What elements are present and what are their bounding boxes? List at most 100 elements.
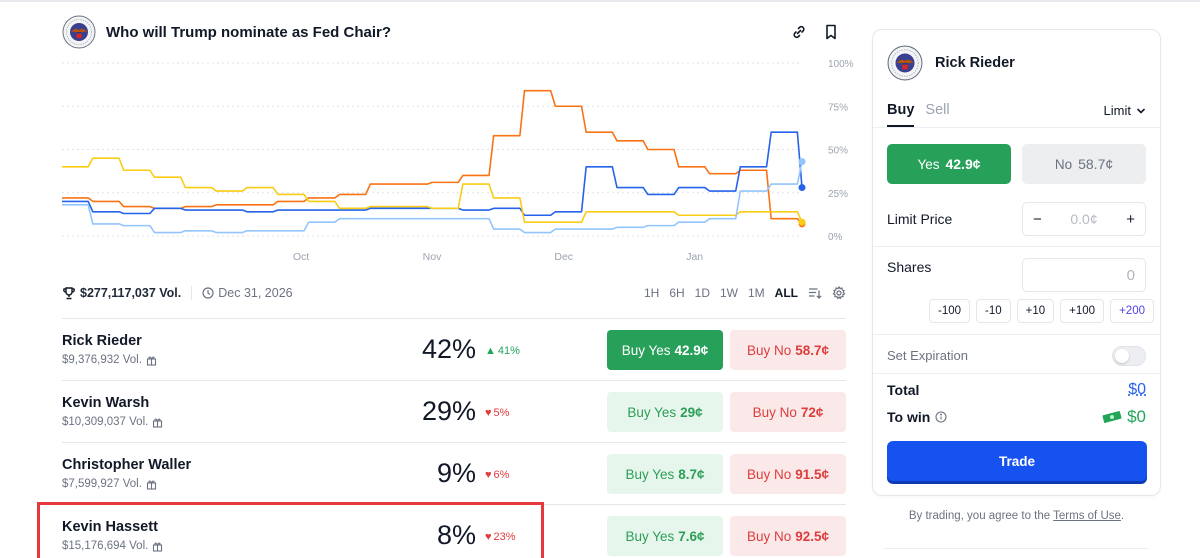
- range-1m[interactable]: 1M: [748, 286, 765, 300]
- outcomes-list: Rick Rieder $9,376,932 Vol. 42% ▲ 41% Bu…: [62, 318, 846, 558]
- buy-yes-button[interactable]: Buy Yes 8.7¢: [607, 454, 723, 494]
- buy-yes-price: 42.9¢: [674, 342, 709, 358]
- clock-icon: [202, 287, 214, 299]
- outcome-volume: $15,176,694 Vol.: [62, 540, 163, 552]
- buy-no-label: Buy No: [746, 528, 792, 544]
- price-history-chart-svg: 0% 25% 50% 75% 100% Oct Nov Dec Jan: [62, 59, 854, 263]
- shares-input[interactable]: [1022, 258, 1146, 292]
- triangle-up-icon: ▲: [485, 345, 496, 357]
- outcome-yes-button[interactable]: Yes 42.9¢: [887, 144, 1011, 184]
- total-label: Total: [887, 382, 920, 398]
- range-6h[interactable]: 6H: [669, 286, 685, 300]
- top-divider: [0, 0, 1200, 2]
- range-1w[interactable]: 1W: [720, 286, 738, 300]
- order-type-dropdown[interactable]: Limit: [1104, 103, 1146, 118]
- total-volume-text: $277,117,037 Vol.: [80, 286, 182, 300]
- buy-yes-label: Buy Yes: [621, 342, 671, 358]
- market-header: Who will Trump nominate as Fed Chair?: [62, 14, 846, 50]
- gift-icon: [153, 418, 163, 428]
- buy-yes-button[interactable]: Buy Yes 29¢: [607, 392, 723, 432]
- terms-suffix: .: [1120, 510, 1125, 522]
- chart-y-tick-label: 0%: [828, 232, 843, 243]
- buy-sell-tabs: Buy Sell: [887, 102, 950, 127]
- buy-yes-button[interactable]: Buy Yes 42.9¢: [607, 330, 723, 370]
- outcome-row-rick-rieder[interactable]: Rick Rieder $9,376,932 Vol. 42% ▲ 41% Bu…: [62, 318, 846, 380]
- info-icon[interactable]: [935, 411, 947, 423]
- chart-series-endpoint: [798, 158, 806, 166]
- total-volume: $277,117,037 Vol.: [62, 286, 181, 300]
- triangle-down-icon: ♥: [485, 531, 492, 543]
- copy-link-button[interactable]: [788, 21, 810, 43]
- buy-yes-button[interactable]: Buy Yes 7.6¢: [607, 516, 723, 556]
- buy-no-label: Buy No: [746, 466, 792, 482]
- outcome-probability: 29%: [421, 396, 476, 426]
- quick-share-buttons: -100 -10 +10 +100 +200: [929, 299, 1154, 323]
- terms-of-use-link[interactable]: Terms of Use: [1053, 510, 1121, 522]
- buy-no-button[interactable]: Buy No 92.5¢: [730, 516, 846, 556]
- outcome-change-text: 5%: [493, 407, 510, 419]
- outcome-probability: 8%: [436, 520, 476, 550]
- shares-minus-100-button[interactable]: -100: [929, 299, 971, 323]
- range-all[interactable]: ALL: [774, 286, 798, 300]
- outcome-name: Kevin Hassett: [62, 519, 158, 535]
- end-date-text: Dec 31, 2026: [218, 286, 293, 300]
- outcome-change: ▲ 41%: [485, 345, 520, 357]
- market-title: Who will Trump nominate as Fed Chair?: [106, 23, 392, 41]
- outcome-no-price: 58.7¢: [1078, 156, 1114, 172]
- filter-list-icon[interactable]: [808, 286, 822, 300]
- outcome-no-button[interactable]: No 58.7¢: [1022, 144, 1146, 184]
- outcome-row-kevin-hassett[interactable]: Kevin Hassett $15,176,694 Vol. 8% ♥ 23% …: [62, 504, 846, 558]
- terms-notice: By trading, you agree to the Terms of Us…: [872, 510, 1161, 522]
- buy-no-button[interactable]: Buy No 91.5¢: [730, 454, 846, 494]
- range-1h[interactable]: 1H: [643, 286, 660, 300]
- tab-sell[interactable]: Sell: [925, 102, 950, 118]
- shares-plus-200-button[interactable]: +200: [1110, 299, 1154, 323]
- outcome-row-kevin-warsh[interactable]: Kevin Warsh $10,309,037 Vol. 29% ♥ 5% Bu…: [62, 380, 846, 442]
- tab-buy[interactable]: Buy: [887, 102, 915, 127]
- chart-series-line: [62, 131, 803, 217]
- buy-no-button[interactable]: Buy No 72¢: [730, 392, 846, 432]
- total-value[interactable]: $0: [1128, 381, 1146, 398]
- outcome-probability: 42%: [421, 334, 476, 364]
- decrement-button[interactable]: −: [1033, 210, 1042, 228]
- to-win-label: To win: [887, 409, 931, 425]
- outcome-volume: $7,599,927 Vol.: [62, 478, 157, 490]
- order-panel-header: Rick Rieder: [887, 45, 1015, 81]
- buy-yes-price: 29¢: [680, 404, 703, 420]
- chart-y-tick-label: 100%: [828, 59, 854, 70]
- buy-no-price: 92.5¢: [795, 528, 830, 544]
- buy-yes-label: Buy Yes: [627, 404, 677, 420]
- increment-button[interactable]: +: [1126, 210, 1135, 228]
- outcome-volume-text: $7,599,927 Vol.: [62, 478, 142, 490]
- gift-icon: [146, 356, 156, 366]
- settings-gear-icon[interactable]: [832, 286, 846, 300]
- price-history-chart[interactable]: 0% 25% 50% 75% 100% Oct Nov Dec Jan: [56, 55, 856, 270]
- order-panel-candidate: Rick Rieder: [935, 55, 1015, 71]
- federal-reserve-seal-icon: [62, 15, 96, 49]
- chart-series-line: [62, 89, 803, 225]
- buy-no-price: 91.5¢: [795, 466, 830, 482]
- set-expiration-toggle[interactable]: [1112, 346, 1146, 366]
- trade-button[interactable]: Trade: [887, 441, 1147, 481]
- range-1d[interactable]: 1D: [694, 286, 710, 300]
- order-panel: Rick Rieder Buy Sell Limit Yes 42.9¢ No …: [872, 29, 1161, 496]
- outcome-volume-text: $15,176,694 Vol.: [62, 540, 149, 552]
- limit-price-stepper: − 0.0¢ +: [1022, 202, 1146, 236]
- chart-y-tick-label: 75%: [828, 102, 848, 113]
- shares-plus-100-button[interactable]: +100: [1060, 299, 1105, 323]
- bookmark-icon: [826, 24, 836, 40]
- chart-x-tick-label: Jan: [686, 251, 703, 263]
- limit-divider: [873, 246, 1160, 247]
- triangle-down-icon: ♥: [485, 469, 492, 481]
- buy-yes-price: 8.7¢: [678, 466, 705, 482]
- outcome-probability: 9%: [436, 458, 476, 488]
- bookmark-button[interactable]: [820, 21, 842, 43]
- limit-price-value[interactable]: 0.0¢: [1070, 211, 1098, 227]
- outcome-name: Kevin Warsh: [62, 395, 150, 411]
- buy-no-button[interactable]: Buy No 58.7¢: [730, 330, 846, 370]
- outcome-name: Christopher Waller: [62, 457, 192, 473]
- chart-y-tick-label: 25%: [828, 189, 848, 200]
- shares-minus-10-button[interactable]: -10: [976, 299, 1011, 323]
- shares-plus-10-button[interactable]: +10: [1016, 299, 1055, 323]
- outcome-row-christopher-waller[interactable]: Christopher Waller $7,599,927 Vol. 9% ♥ …: [62, 442, 846, 504]
